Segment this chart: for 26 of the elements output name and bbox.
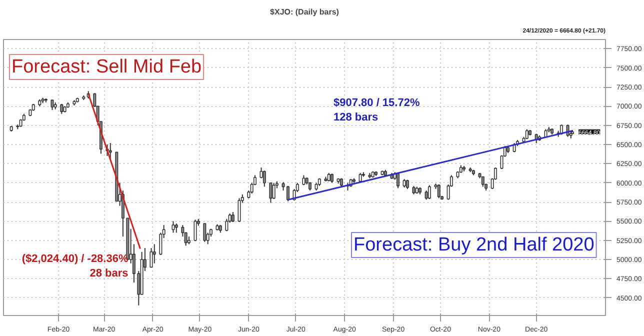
candlestick <box>437 184 440 199</box>
candlestick <box>50 100 54 111</box>
candlestick <box>481 176 484 188</box>
candlestick <box>396 172 400 189</box>
candlestick <box>424 190 428 200</box>
annotation: ($2,024.40) / -28.36% 28 bars <box>22 252 128 280</box>
candlestick <box>194 219 197 242</box>
annotation: $907.80 / 15.72% 128 bars <box>334 97 420 124</box>
annotation: Forecast: Sell Mid Feb <box>12 56 202 78</box>
candlestick <box>174 223 178 234</box>
candlestick <box>330 173 334 184</box>
candlestick <box>238 198 241 222</box>
candlestick <box>150 248 153 268</box>
candlestick <box>203 223 206 242</box>
candlestick <box>60 103 64 114</box>
chart-title: $XJO: (Daily bars) <box>270 8 340 16</box>
candlestick <box>172 220 175 234</box>
candlestick <box>152 244 156 264</box>
candlestick <box>428 184 431 200</box>
candlestick <box>286 185 290 202</box>
annotation: Forecast: Buy 2nd Half 2020 <box>354 234 594 256</box>
candlestick <box>231 212 234 222</box>
candlestick <box>269 182 272 204</box>
candlestick <box>262 170 266 188</box>
candlestick <box>272 182 276 200</box>
candlestick <box>108 142 112 160</box>
